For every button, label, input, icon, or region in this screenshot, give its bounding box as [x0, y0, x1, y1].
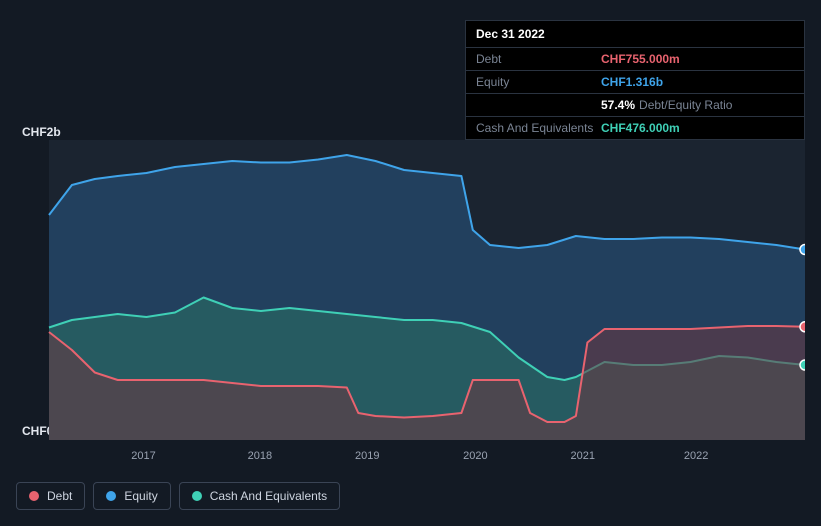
legend-item-cash-and-equivalents[interactable]: Cash And Equivalents	[179, 482, 340, 510]
chart-svg	[16, 140, 805, 440]
tooltip-row-label: Cash And Equivalents	[476, 121, 601, 135]
x-axis-label: 2021	[570, 450, 594, 462]
legend-item-label: Equity	[124, 489, 157, 503]
tooltip-row-label: Debt	[476, 52, 601, 66]
x-axis-label: 2018	[248, 450, 272, 462]
tooltip-row-value: CHF755.000m	[601, 52, 680, 66]
tooltip-row: EquityCHF1.316b	[466, 71, 804, 94]
legend-item-equity[interactable]: Equity	[93, 482, 170, 510]
tooltip-date: Dec 31 2022	[466, 21, 804, 48]
legend-item-label: Cash And Equivalents	[210, 489, 327, 503]
series-end-marker-debt	[800, 322, 805, 332]
x-axis-label: 2022	[684, 450, 708, 462]
tooltip-row-label	[476, 98, 601, 112]
x-axis-label: 2019	[355, 450, 379, 462]
tooltip-row-value: CHF476.000m	[601, 121, 680, 135]
tooltip-row: Cash And EquivalentsCHF476.000m	[466, 117, 804, 139]
series-end-marker-cash-and-equivalents	[800, 360, 805, 370]
legend-dot-icon	[29, 491, 39, 501]
tooltip-row-value: 57.4%Debt/Equity Ratio	[601, 98, 732, 112]
legend: Debt Equity Cash And Equivalents	[16, 482, 340, 510]
chart-area	[16, 140, 805, 440]
legend-item-debt[interactable]: Debt	[16, 482, 85, 510]
series-end-marker-equity	[800, 245, 805, 255]
x-axis-label: 2020	[463, 450, 487, 462]
x-axis-label: 2017	[131, 450, 155, 462]
tooltip-row-sub: Debt/Equity Ratio	[639, 98, 732, 112]
tooltip-row-value: CHF1.316b	[601, 75, 663, 89]
y-axis-top-label: CHF2b	[22, 125, 61, 139]
tooltip-row-label: Equity	[476, 75, 601, 89]
legend-dot-icon	[192, 491, 202, 501]
tooltip-row: 57.4%Debt/Equity Ratio	[466, 94, 804, 117]
legend-dot-icon	[106, 491, 116, 501]
chart-root: Dec 31 2022 DebtCHF755.000mEquityCHF1.31…	[0, 0, 821, 526]
tooltip-row: DebtCHF755.000m	[466, 48, 804, 71]
chart-tooltip: Dec 31 2022 DebtCHF755.000mEquityCHF1.31…	[465, 20, 805, 140]
legend-item-label: Debt	[47, 489, 72, 503]
